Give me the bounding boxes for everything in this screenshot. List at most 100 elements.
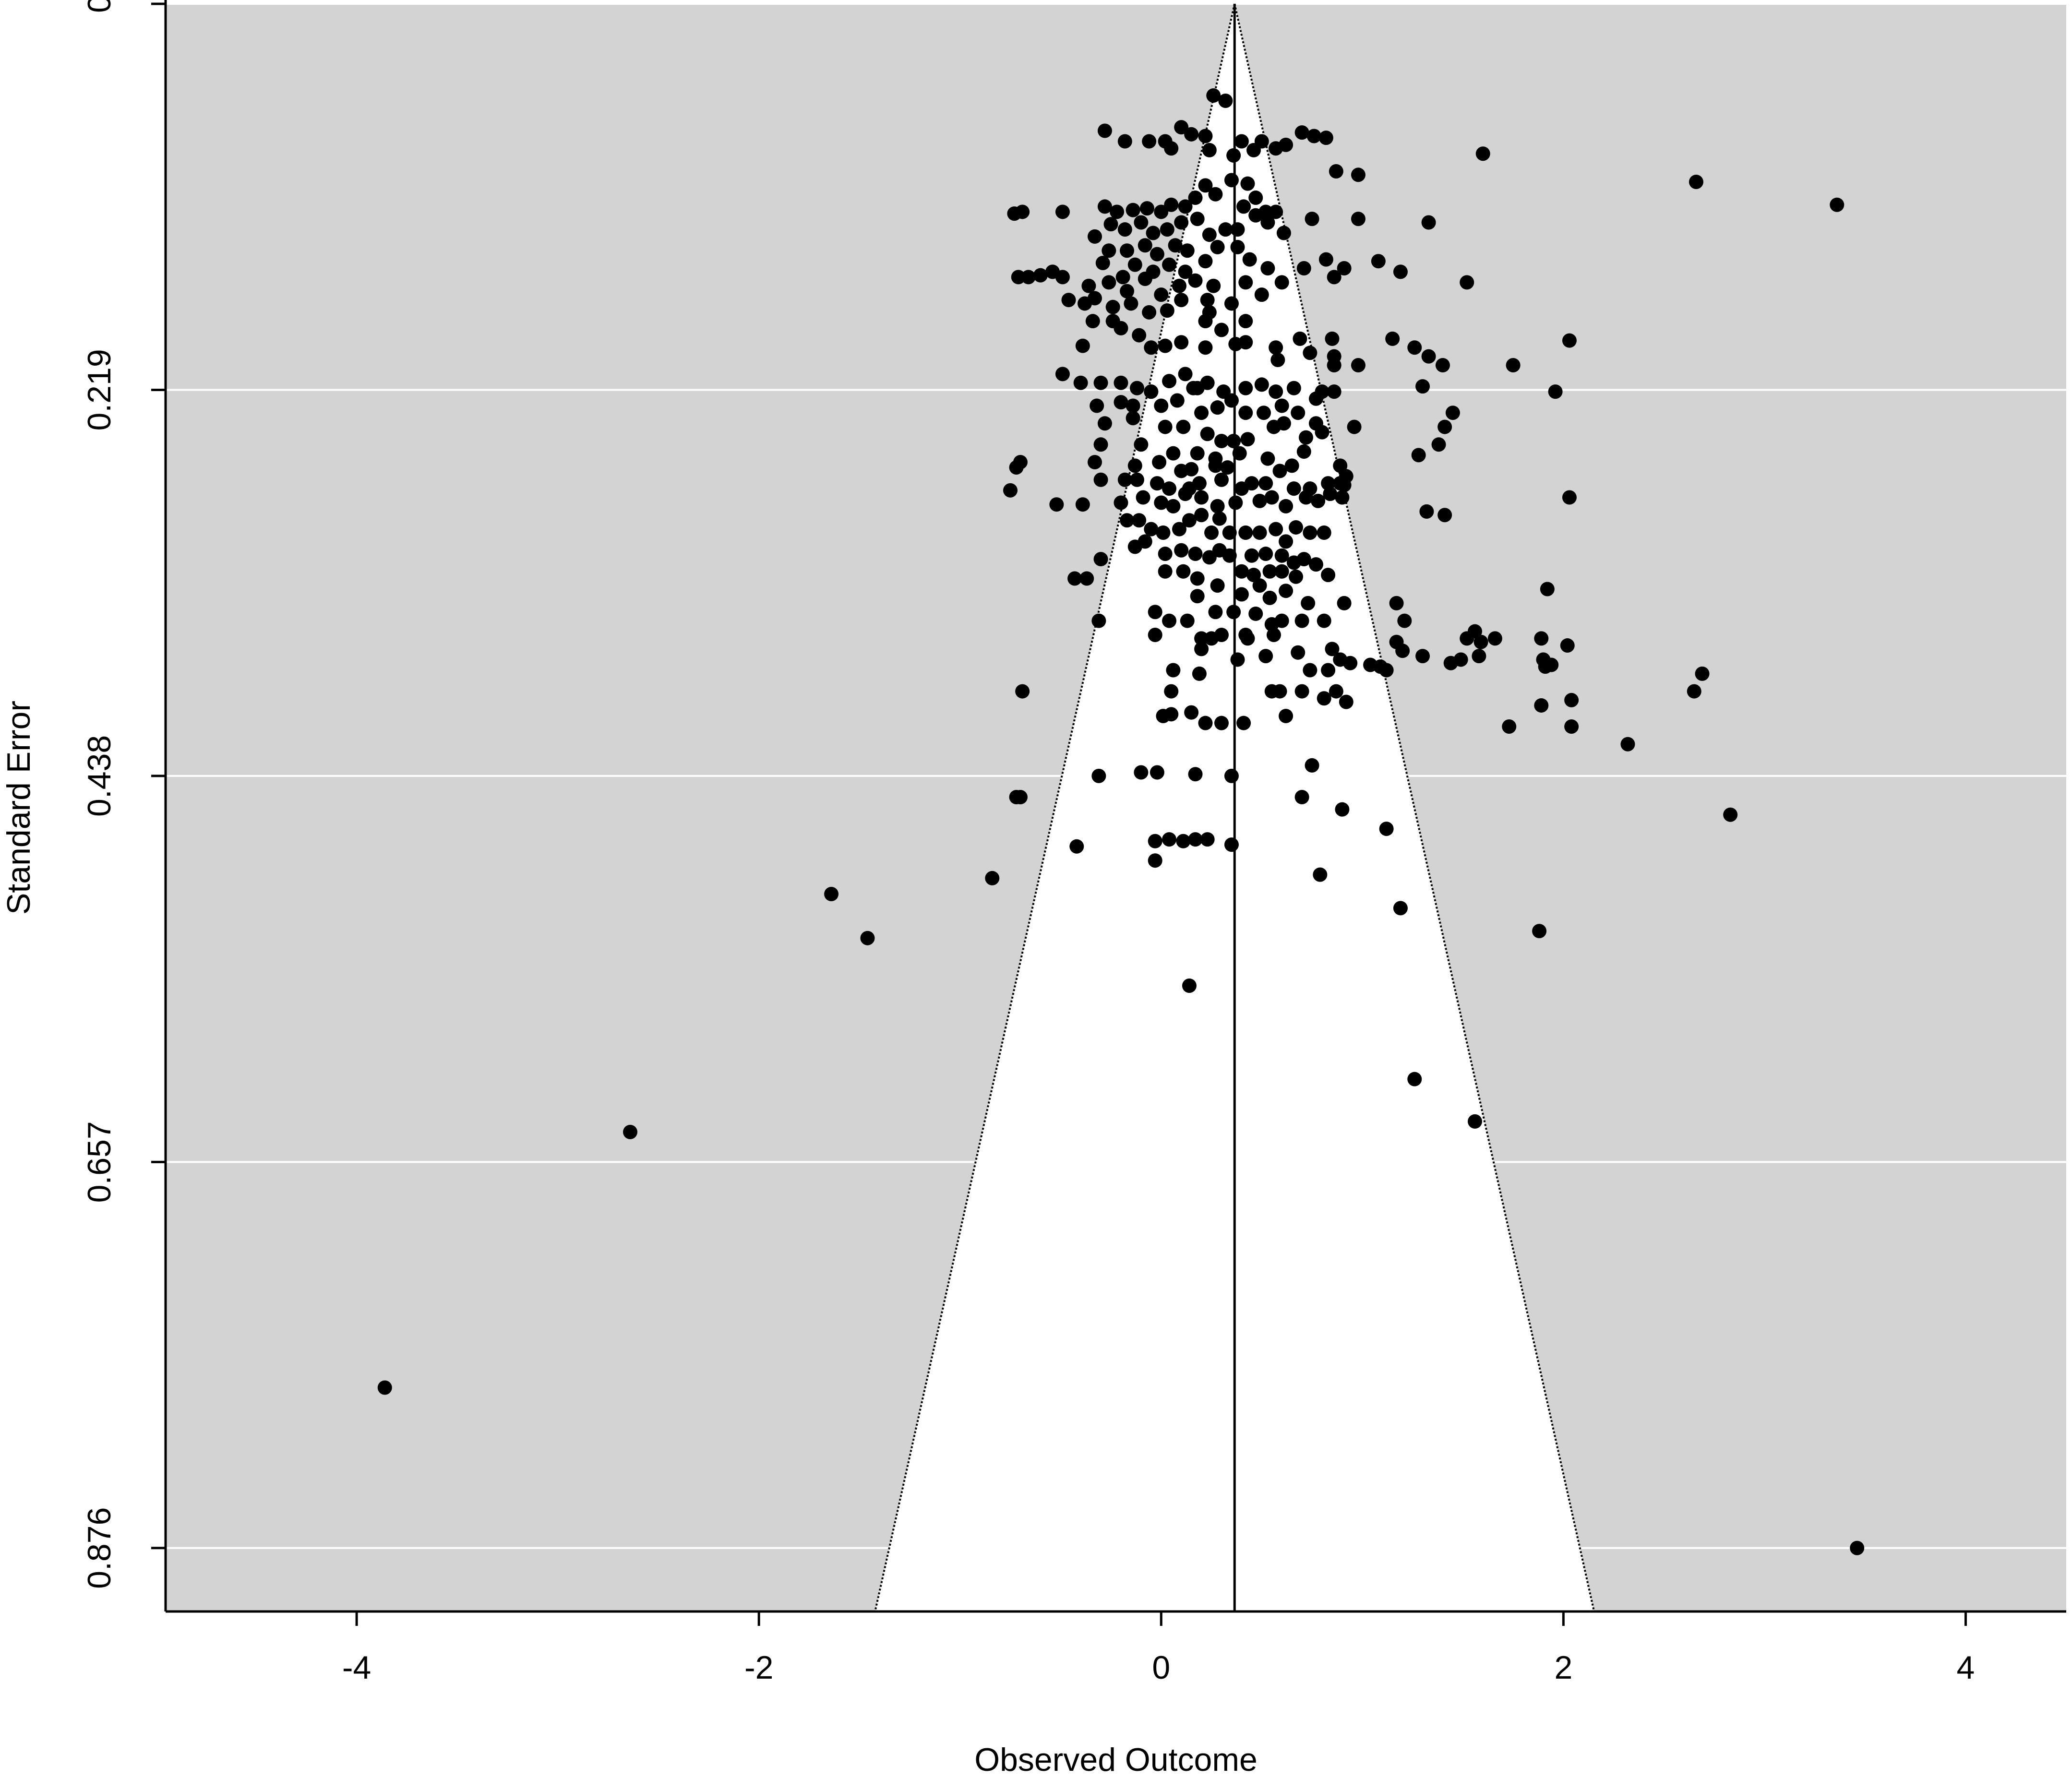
data-point-290 bbox=[1262, 564, 1277, 579]
data-point-236 bbox=[1252, 493, 1267, 508]
data-point-281 bbox=[1093, 552, 1108, 567]
data-point-105 bbox=[1011, 270, 1026, 285]
data-point-388 bbox=[1188, 832, 1203, 847]
data-point-395 bbox=[824, 886, 839, 901]
data-point-248 bbox=[1437, 508, 1452, 523]
data-point-203 bbox=[1184, 462, 1199, 477]
data-point-346 bbox=[1379, 663, 1394, 678]
data-point-200 bbox=[1127, 458, 1142, 473]
data-point-393 bbox=[1313, 867, 1328, 882]
data-point-54 bbox=[1248, 208, 1263, 223]
data-point-204 bbox=[1208, 458, 1223, 473]
data-point-399 bbox=[1182, 978, 1197, 993]
data-point-45 bbox=[1117, 222, 1132, 237]
data-point-268 bbox=[1138, 534, 1152, 549]
data-point-396 bbox=[860, 931, 875, 945]
data-point-296 bbox=[1190, 589, 1205, 604]
data-point-43 bbox=[1055, 204, 1070, 219]
x-tick-label-0: -4 bbox=[342, 1649, 371, 1686]
data-point-312 bbox=[1317, 613, 1331, 628]
data-point-266 bbox=[1212, 511, 1227, 526]
data-point-232 bbox=[1178, 487, 1193, 501]
data-point-2 bbox=[1142, 134, 1157, 149]
data-point-358 bbox=[1317, 691, 1331, 706]
data-point-31 bbox=[1154, 204, 1169, 219]
x-tick-label-4: 4 bbox=[1957, 1649, 1975, 1686]
data-point-297 bbox=[1234, 587, 1249, 602]
data-point-171 bbox=[1238, 406, 1253, 420]
data-point-350 bbox=[1538, 659, 1553, 674]
data-point-271 bbox=[1188, 547, 1203, 561]
data-point-41 bbox=[1269, 204, 1283, 219]
data-point-104 bbox=[1254, 287, 1269, 302]
data-point-299 bbox=[1279, 584, 1294, 598]
data-point-362 bbox=[1534, 698, 1549, 713]
data-point-244 bbox=[1049, 497, 1064, 512]
data-point-0 bbox=[1097, 123, 1112, 138]
data-point-167 bbox=[1170, 393, 1185, 408]
data-point-140 bbox=[1055, 367, 1070, 382]
data-point-398 bbox=[1532, 924, 1547, 939]
data-point-242 bbox=[1335, 490, 1350, 505]
data-point-252 bbox=[1144, 522, 1159, 537]
y-tick-label-4: 0.876 bbox=[81, 1507, 118, 1589]
data-point-233 bbox=[1194, 490, 1209, 505]
data-point-270 bbox=[1174, 543, 1189, 558]
y-tick-label-1: 0.219 bbox=[81, 349, 118, 430]
data-point-240 bbox=[1311, 493, 1326, 508]
data-point-348 bbox=[1453, 652, 1468, 667]
x-axis-ticks: -4 -2 0 2 4 bbox=[342, 1611, 1975, 1686]
data-point-190 bbox=[1093, 437, 1108, 452]
data-point-307 bbox=[1226, 605, 1241, 620]
data-point-391 bbox=[1379, 822, 1394, 836]
data-point-195 bbox=[1232, 446, 1247, 461]
data-point-375 bbox=[1091, 768, 1106, 783]
data-point-138 bbox=[1435, 358, 1450, 373]
data-point-125 bbox=[1421, 349, 1436, 364]
data-point-385 bbox=[1148, 834, 1162, 848]
data-point-141 bbox=[1073, 375, 1088, 390]
data-point-275 bbox=[1244, 548, 1259, 563]
data-point-7 bbox=[1206, 88, 1221, 103]
data-point-91 bbox=[1337, 261, 1352, 275]
data-point-377 bbox=[1150, 765, 1164, 780]
data-point-353 bbox=[1015, 684, 1030, 699]
data-point-340 bbox=[1258, 649, 1273, 664]
data-point-155 bbox=[1274, 398, 1289, 413]
data-point-93 bbox=[1393, 264, 1408, 279]
data-point-49 bbox=[1174, 215, 1189, 230]
data-point-152 bbox=[1238, 381, 1253, 395]
data-point-50 bbox=[1190, 212, 1205, 227]
y-tick-label-0: 0 bbox=[81, 0, 118, 13]
data-point-165 bbox=[1144, 384, 1159, 399]
data-point-366 bbox=[1198, 716, 1213, 730]
data-point-126 bbox=[1562, 333, 1577, 348]
data-point-78 bbox=[1081, 278, 1096, 293]
data-point-243 bbox=[1337, 477, 1352, 492]
data-point-162 bbox=[1090, 398, 1104, 413]
data-point-349 bbox=[1472, 649, 1486, 664]
data-point-304 bbox=[1162, 613, 1177, 628]
data-point-360 bbox=[1339, 694, 1353, 709]
data-point-32 bbox=[1164, 197, 1179, 212]
data-point-116 bbox=[1202, 305, 1217, 320]
data-point-22 bbox=[1351, 167, 1365, 182]
data-point-37 bbox=[1224, 173, 1239, 188]
data-point-234 bbox=[1210, 499, 1225, 513]
data-point-18 bbox=[1269, 141, 1283, 156]
data-point-88 bbox=[1296, 261, 1311, 275]
data-point-161 bbox=[1548, 384, 1563, 399]
data-point-216 bbox=[1192, 476, 1207, 491]
data-point-151 bbox=[1224, 393, 1239, 408]
data-point-352 bbox=[1687, 684, 1701, 699]
data-point-292 bbox=[1289, 569, 1304, 584]
data-point-272 bbox=[1202, 550, 1217, 565]
data-point-185 bbox=[1266, 419, 1281, 434]
data-point-261 bbox=[1269, 522, 1283, 537]
data-point-291 bbox=[1274, 564, 1289, 579]
data-point-15 bbox=[1202, 143, 1217, 157]
data-point-73 bbox=[1115, 270, 1130, 285]
data-point-303 bbox=[1148, 605, 1162, 620]
data-point-71 bbox=[1260, 261, 1275, 275]
